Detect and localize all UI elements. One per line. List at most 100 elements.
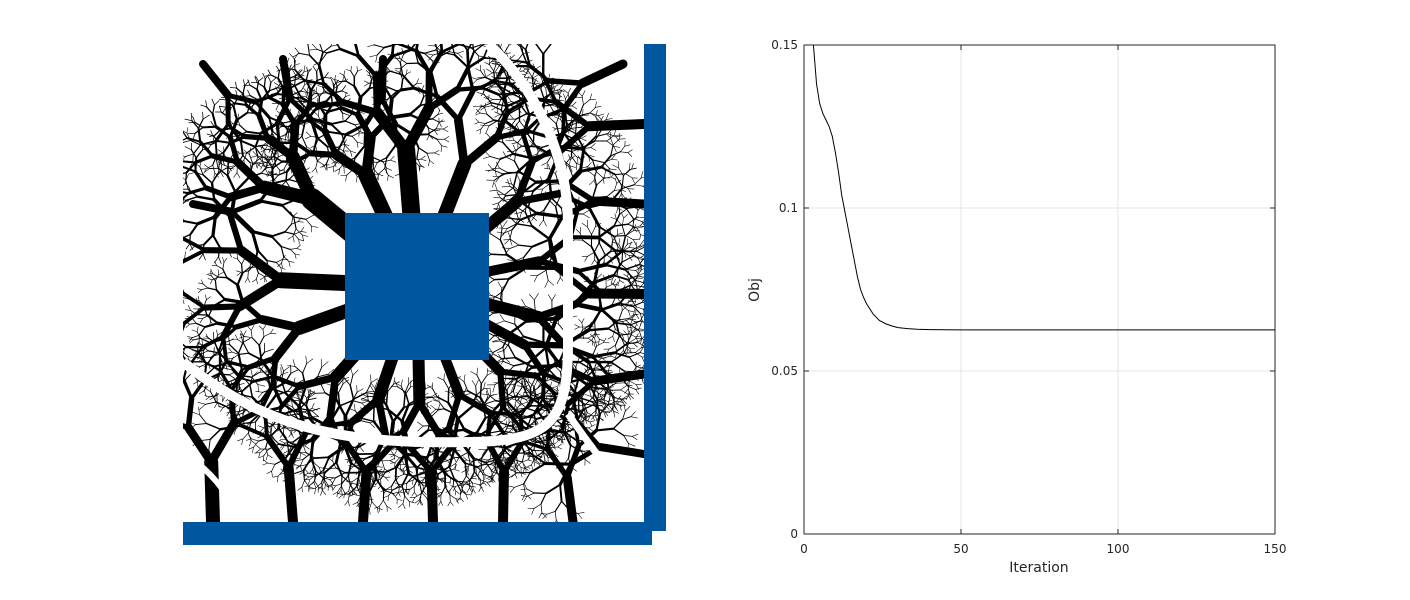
branch-segment <box>583 415 590 418</box>
branch-segment <box>601 402 607 407</box>
branch-segment <box>499 287 503 300</box>
branch-segment <box>514 212 522 215</box>
branch-segment <box>394 462 396 468</box>
branch-segment <box>418 481 423 494</box>
branch-segment <box>408 104 422 116</box>
branch-segment <box>222 256 225 263</box>
branch-segment <box>240 333 244 343</box>
branch-segment <box>581 322 584 330</box>
branch-segment <box>289 108 291 115</box>
branch-segment <box>183 220 199 225</box>
branch-segment <box>532 384 543 393</box>
branch-segment <box>526 194 532 202</box>
branch-segment <box>593 362 598 372</box>
branch-segment <box>421 388 423 396</box>
branch-segment <box>413 478 419 487</box>
branch-segment <box>290 369 299 374</box>
branch-segment <box>425 477 428 485</box>
branch-segment <box>423 490 427 495</box>
branch-segment <box>185 161 197 174</box>
branch-segment <box>423 52 433 62</box>
branch-segment <box>266 380 273 390</box>
branch-segment <box>307 397 317 401</box>
branch-segment <box>193 154 215 165</box>
branch-segment <box>391 478 397 487</box>
branch-segment <box>385 85 398 92</box>
branch-segment <box>505 69 512 86</box>
branch-segment <box>630 411 636 418</box>
branch-segment <box>641 220 644 222</box>
branch-segment <box>201 125 218 129</box>
branch-segment <box>498 467 509 522</box>
branch-segment <box>372 346 401 406</box>
branch-segment <box>516 462 522 468</box>
branch-segment <box>338 399 354 407</box>
branch-segment <box>395 87 416 93</box>
branch-segment <box>449 501 454 506</box>
branch-segment <box>485 76 496 85</box>
branch-segment <box>589 107 596 114</box>
branch-segment <box>629 380 637 386</box>
branch-segment <box>211 112 218 128</box>
branch-segment <box>369 422 375 428</box>
branch-segment <box>405 442 435 476</box>
branch-segment <box>635 267 641 271</box>
branch-segment <box>595 356 597 363</box>
branch-segment <box>520 201 538 215</box>
branch-segment <box>247 172 263 179</box>
branch-segment <box>224 361 234 365</box>
branch-segment <box>364 82 369 87</box>
branch-segment <box>387 53 395 57</box>
branch-segment <box>266 374 272 392</box>
branch-segment <box>349 485 358 495</box>
branch-segment <box>493 63 497 72</box>
branch-segment <box>482 156 491 159</box>
branch-segment <box>600 398 608 402</box>
branch-segment <box>594 321 596 334</box>
branch-segment <box>376 507 379 514</box>
branch-segment <box>517 175 521 182</box>
branch-segment <box>634 328 640 330</box>
branch-segment <box>510 468 516 472</box>
branch-segment <box>610 239 614 252</box>
branch-segment <box>601 365 608 370</box>
branch-segment <box>321 471 326 484</box>
branch-segment <box>257 315 304 333</box>
branch-segment <box>185 395 195 431</box>
branch-segment <box>188 421 197 425</box>
branch-segment <box>624 144 631 147</box>
branch-segment <box>227 154 234 163</box>
branch-segment <box>623 214 629 219</box>
branch-segment <box>562 472 578 522</box>
branch-segment <box>592 353 597 357</box>
branch-segment <box>361 399 369 402</box>
branch-segment <box>437 491 442 495</box>
branch-segment <box>497 368 540 379</box>
branch-segment <box>523 119 528 126</box>
branch-segment <box>344 500 349 506</box>
branch-segment <box>604 411 609 416</box>
branch-segment <box>271 388 287 394</box>
branch-segment <box>360 396 368 400</box>
branch-segment <box>351 477 359 483</box>
branch-segment <box>241 380 255 393</box>
branch-segment <box>432 113 439 120</box>
branch-segment <box>373 44 376 46</box>
branch-segment <box>268 87 278 92</box>
branch-segment <box>432 118 440 123</box>
branch-segment <box>198 289 203 293</box>
branch-segment <box>417 425 424 432</box>
branch-segment <box>390 462 396 464</box>
branch-segment <box>304 474 310 478</box>
branch-segment <box>315 380 322 385</box>
branch-segment <box>210 268 214 274</box>
branch-segment <box>242 337 251 343</box>
branch-segment <box>552 436 555 444</box>
branch-segment <box>612 274 629 281</box>
branch-segment <box>203 337 209 339</box>
branch-segment <box>432 51 443 56</box>
branch-segment <box>557 446 563 450</box>
branch-segment <box>587 166 593 169</box>
branch-segment <box>344 490 349 495</box>
branch-segment <box>365 392 378 395</box>
